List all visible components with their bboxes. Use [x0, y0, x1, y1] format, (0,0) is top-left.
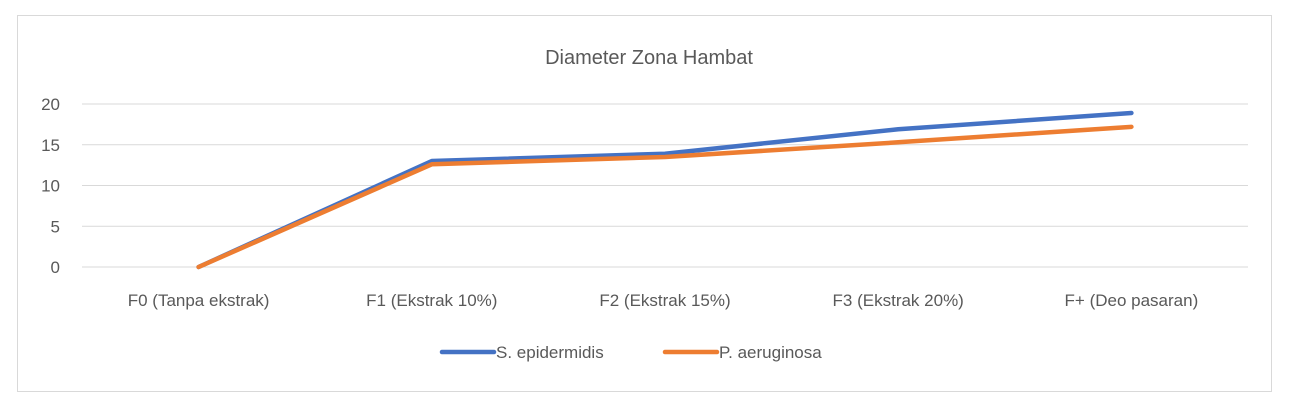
y-tick-label: 20	[41, 95, 60, 114]
x-axis-ticks: F0 (Tanpa ekstrak) F1 (Ekstrak 10%) F2 (Ek…	[128, 291, 1199, 310]
series-lines	[196, 110, 1134, 270]
chart-title: Diameter Zona Hambat	[545, 47, 753, 69]
gridlines	[82, 103, 1248, 268]
y-tick-label: 10	[41, 177, 60, 196]
x-tick-label: F0 (Tanpa ekstrak)	[128, 291, 270, 310]
legend-label: S. epidermidis	[496, 343, 604, 362]
x-tick-label: F1 (Ekstrak 10%)	[366, 291, 497, 310]
x-tick-label: F+ (Deo pasaran)	[1065, 291, 1199, 310]
chart-frame	[17, 15, 1272, 392]
x-tick-label: F3 (Ekstrak 20%)	[833, 291, 964, 310]
y-tick-label: 15	[41, 136, 60, 155]
y-tick-label: 5	[51, 217, 60, 236]
y-axis-ticks: 0 5 10 15 20	[41, 95, 60, 277]
x-tick-label: F2 (Ekstrak 15%)	[599, 291, 730, 310]
y-tick-label: 0	[51, 258, 60, 277]
series-line-2	[196, 124, 1134, 270]
legend: S. epidermidis P. aeruginosa	[439, 343, 822, 362]
legend-label: P. aeruginosa	[719, 343, 822, 362]
